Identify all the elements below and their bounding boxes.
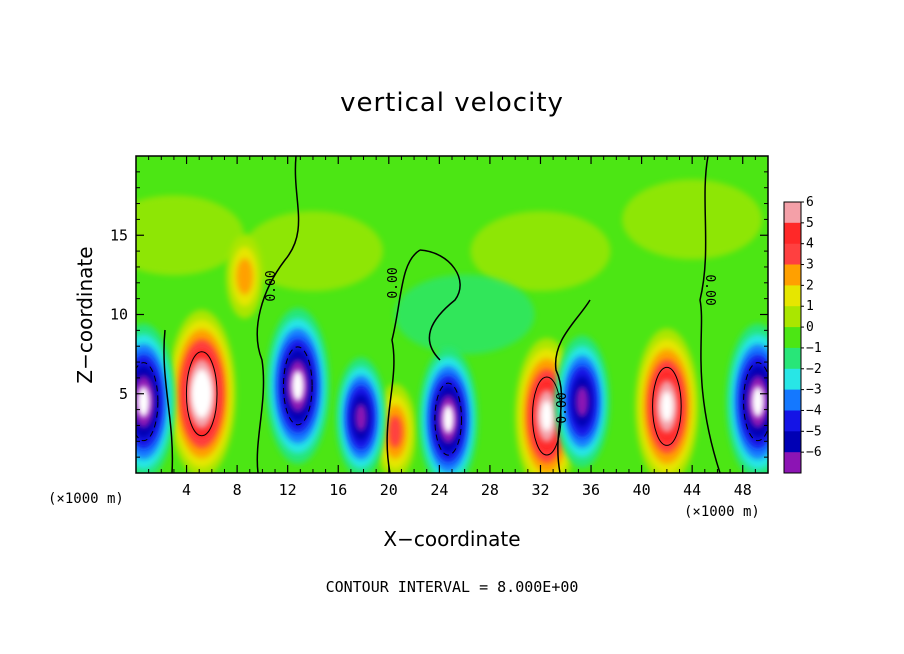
x-unit-label-left: (×1000 m) — [48, 491, 124, 507]
colorbar-swatch — [784, 327, 801, 349]
colorbar-label: −5 — [806, 424, 822, 439]
updraft-level — [388, 415, 403, 448]
colorbar: 6 5 4 3 2 1 0 −1 −2 −3 −4 −5 −6 — [783, 195, 822, 474]
y-tick-label: 10 — [110, 306, 128, 324]
updraft-level — [195, 378, 208, 409]
colorbar-swatch — [784, 410, 801, 432]
colorbar-swatch — [784, 306, 801, 328]
updraft-level — [660, 390, 674, 423]
colorbar-swatch — [784, 389, 801, 411]
updraft-level — [540, 400, 554, 432]
colorbar-frame — [783, 201, 802, 474]
negative-core-contour — [136, 362, 159, 442]
chart-title: vertical velocity — [340, 88, 564, 118]
x-tick-label: 24 — [430, 481, 448, 499]
colorbar-label: −3 — [806, 383, 822, 398]
colorbar-label: −4 — [806, 404, 822, 419]
x-tick-label: 8 — [233, 481, 242, 499]
negative-core-contour — [282, 346, 313, 426]
downdraft-level — [575, 386, 589, 417]
updraft-cell — [167, 309, 236, 473]
contour-labels: 0.00 0.00 0.00 0.00 — [264, 267, 717, 423]
positive-core-contour — [652, 366, 682, 446]
colorbar-label: −6 — [806, 445, 822, 460]
colorbar-swatch — [784, 202, 801, 224]
velocity-field — [136, 156, 768, 473]
field-patch — [394, 274, 535, 355]
x-tick-label: 20 — [380, 481, 398, 499]
negative-core-contour — [434, 382, 463, 456]
x-tick-label: 40 — [633, 481, 651, 499]
contour-lines — [136, 156, 768, 473]
zero-contour — [256, 156, 300, 473]
colorbar-label: −1 — [806, 341, 822, 356]
colorbar-swatch — [784, 222, 801, 245]
colorbar-swatch — [784, 452, 801, 474]
y-tick-label: 15 — [110, 226, 128, 244]
colorbar-label: 5 — [806, 216, 814, 231]
x-axis-title: X−coordinate — [383, 527, 520, 551]
downdraft-level — [291, 370, 305, 402]
field-patch — [136, 195, 244, 276]
contour-label: 0.00 — [555, 392, 570, 423]
contour-interval-text: CONTOUR INTERVAL = 8.000E+00 — [325, 578, 579, 596]
colorbar-label: 1 — [806, 299, 814, 314]
field-patch — [622, 179, 763, 260]
contour-label: 0.00 — [702, 274, 717, 305]
colorbar-label: 3 — [806, 258, 814, 273]
colorbar-swatch — [784, 285, 801, 307]
colorbar-swatch — [784, 264, 801, 286]
x-tick-label: 48 — [734, 481, 752, 499]
downdraft-cell — [554, 335, 610, 468]
contour-label: 0.00 — [264, 270, 279, 301]
colorbar-swatch — [784, 347, 801, 370]
x-tick-label: 44 — [683, 481, 701, 499]
x-tick-label: 12 — [279, 481, 297, 499]
x-tick-label: 4 — [182, 481, 191, 499]
colorbar-label: −2 — [806, 362, 822, 377]
zero-contour — [419, 249, 461, 361]
positive-core-contour — [185, 351, 218, 437]
x-tick-label: 32 — [531, 481, 549, 499]
colorbar-label: 6 — [806, 195, 814, 210]
x-tick-label: 36 — [582, 481, 600, 499]
zero-contour — [699, 156, 721, 473]
contour-label: 0.00 — [386, 267, 401, 298]
colorbar-swatch — [784, 368, 801, 391]
colorbar-swatch — [784, 431, 801, 453]
downdraft-level — [355, 403, 367, 432]
y-axis-title: Z−coordinate — [73, 246, 97, 383]
updraft-level — [236, 258, 253, 295]
y-tick-label: 5 — [119, 385, 128, 403]
x-tick-label: 28 — [481, 481, 499, 499]
colorbar-label: 4 — [806, 237, 814, 252]
zero-contour — [163, 329, 174, 473]
downdraft-cell — [265, 307, 330, 464]
downdraft-cell — [335, 357, 387, 473]
downdraft-cell — [726, 323, 768, 473]
positive-core-contour — [531, 376, 562, 456]
x-tick-label: 16 — [329, 481, 347, 499]
downdraft-level — [137, 386, 150, 418]
zero-contour — [386, 249, 421, 473]
updraft-cell — [635, 328, 699, 473]
colorbar-label: 0 — [806, 320, 814, 335]
downdraft-cell — [136, 323, 176, 473]
field-patch — [470, 211, 611, 292]
downdraft-level — [442, 404, 455, 434]
updraft-cell — [226, 234, 264, 319]
colorbar-label: 2 — [806, 278, 814, 293]
x-unit-label-right: (×1000 m) — [684, 504, 760, 520]
colorbar-swatch — [784, 243, 801, 265]
downdraft-level — [751, 386, 765, 418]
downdraft-cell — [418, 347, 478, 473]
negative-core-contour — [743, 362, 768, 442]
